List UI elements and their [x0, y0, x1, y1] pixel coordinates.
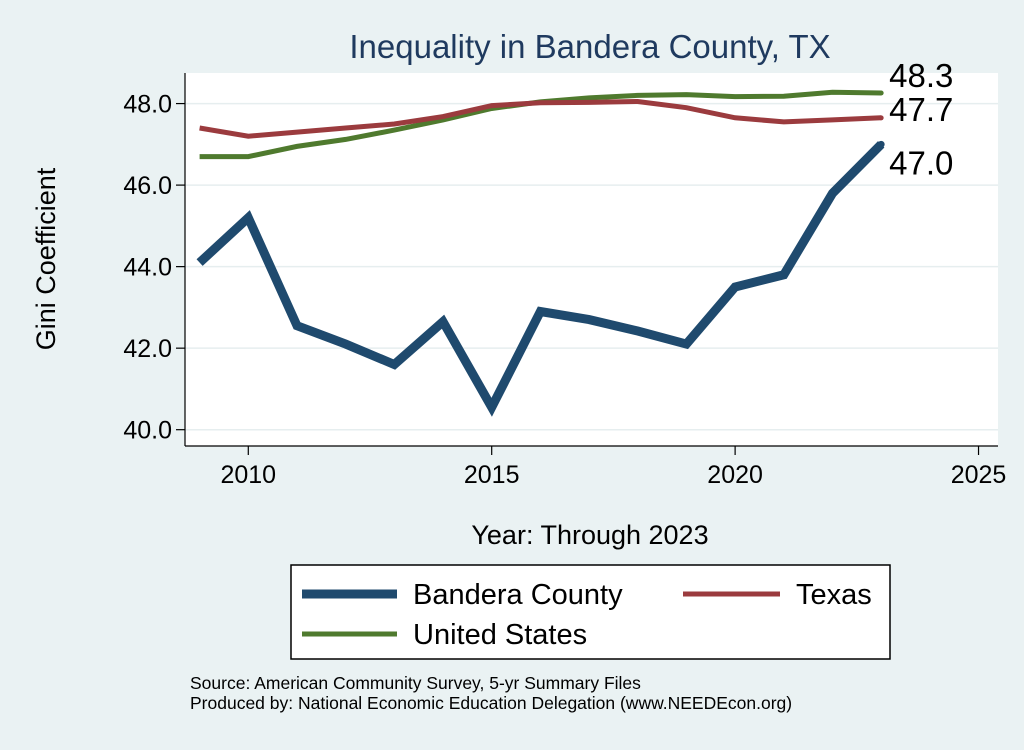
- producer-note: Produced by: National Economic Education…: [190, 693, 792, 713]
- series-bandera-endpoint: [877, 140, 885, 148]
- end-labels: 48.347.7 47.0: [889, 57, 953, 181]
- series-texas-endpoint: [878, 115, 884, 121]
- x-ticks: 2010 2015 2020 2025: [220, 446, 1006, 489]
- legend: Bandera County Texas United States: [290, 564, 891, 660]
- end-label-us: 48.3: [889, 57, 953, 94]
- series-layer: [196, 89, 885, 417]
- end-label-texas: 47.7: [889, 91, 953, 128]
- legend-label-us: United States: [413, 619, 587, 651]
- grid-lines: [185, 102, 998, 431]
- legend-label-bandera: Bandera County: [413, 579, 623, 611]
- x-tick-label: 2025: [951, 461, 1007, 489]
- source-note: Source: American Community Survey, 5-yr …: [190, 673, 641, 693]
- series-bandera-line: [196, 141, 885, 417]
- legend-box: [290, 564, 891, 660]
- end-label-bandera: 47.0: [889, 144, 953, 181]
- x-axis-title: Year: Through 2023: [471, 520, 708, 550]
- chart-title: Inequality in Bandera County, TX: [349, 28, 830, 65]
- series-us-endpoint: [878, 90, 884, 96]
- y-tick-label: 40.0: [123, 417, 172, 445]
- series-texas-line: [199, 98, 882, 139]
- y-tick-label: 46.0: [123, 172, 172, 200]
- y-tick-label: 48.0: [123, 91, 172, 119]
- y-ticks: 40.0 42.0 44.0 46.0 48.0: [123, 91, 185, 445]
- x-tick-label: 2010: [220, 461, 276, 489]
- y-tick-label: 44.0: [123, 254, 172, 282]
- legend-label-texas: Texas: [796, 579, 872, 611]
- x-tick-label: 2020: [707, 461, 763, 489]
- plot-area: [185, 73, 998, 446]
- y-tick-label: 42.0: [123, 335, 172, 363]
- x-tick-label: 2015: [464, 461, 520, 489]
- y-axis-title: Gini Coefficient: [31, 167, 61, 350]
